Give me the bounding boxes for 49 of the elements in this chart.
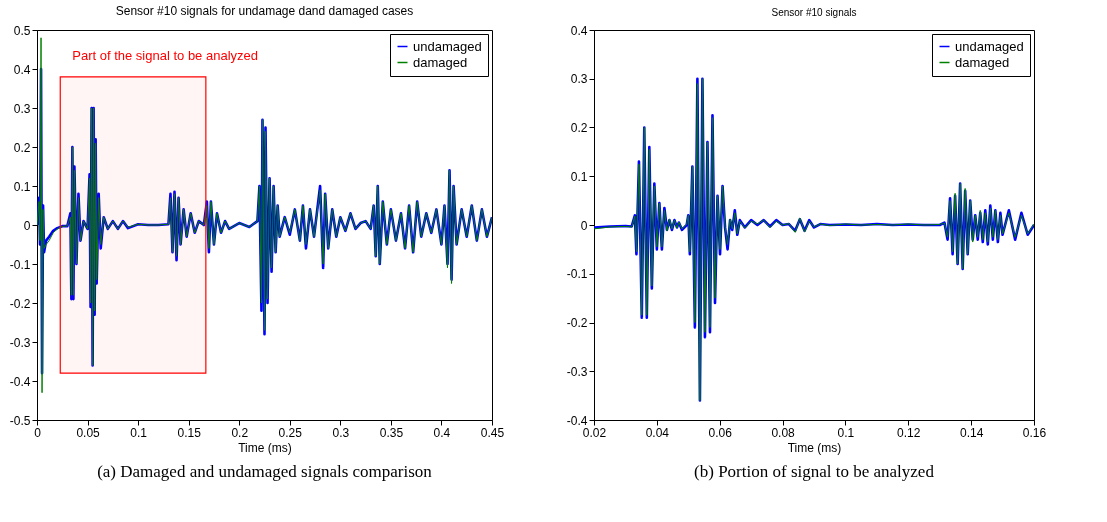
y-tick-label: 0 <box>580 218 588 233</box>
chart-title: Sensor #10 signals <box>771 7 857 18</box>
x-tick-label: 0.04 <box>645 425 670 440</box>
x-tick-label: 0.35 <box>379 425 404 440</box>
legend-label: undamaged <box>413 38 482 54</box>
y-tick-label: 0.2 <box>570 121 588 135</box>
x-tick-label: 0.06 <box>708 425 733 440</box>
y-tick-label: 0.5 <box>13 23 31 38</box>
y-tick-label: -0.3 <box>9 335 31 350</box>
y-tick-label: 0.4 <box>13 62 31 77</box>
x-tick-label: 0.4 <box>433 425 451 440</box>
y-tick-label: 0.3 <box>13 101 31 116</box>
y-tick-label: 0.4 <box>570 23 588 38</box>
y-tick-label: 0.3 <box>570 72 588 87</box>
y-tick-label: -0.4 <box>9 374 31 389</box>
y-tick-label: -0.5 <box>9 413 31 428</box>
y-tick-label: -0.3 <box>566 364 588 379</box>
y-tick-label: 0.2 <box>13 140 31 155</box>
x-tick-label: 0.15 <box>177 425 202 440</box>
x-tick-label: 0.08 <box>771 425 796 440</box>
y-tick-label: -0.2 <box>566 316 588 330</box>
x-axis-title: Time (ms) <box>787 440 842 455</box>
x-tick-label: 0.1 <box>837 425 855 440</box>
x-tick-label: 0.3 <box>332 425 350 440</box>
y-tick-label: -0.1 <box>9 257 31 272</box>
x-tick-label: 0.12 <box>897 425 921 440</box>
chart-title: Sensor #10 signals for undamage dand damaged cases <box>115 4 414 18</box>
legend-label: undamaged <box>955 38 1024 54</box>
y-tick-label: 0.1 <box>570 169 588 184</box>
legend-label: damaged <box>413 54 468 70</box>
x-tick-label: 0.14 <box>959 425 984 440</box>
band-label: Part of the signal to be analyzed <box>72 47 258 63</box>
text: (a) Damaged and undamaged signals comparison <box>97 462 433 481</box>
x-tick-label: 0.25 <box>278 425 303 440</box>
y-tick-label: -0.4 <box>566 413 588 428</box>
x-tick-label: 0.16 <box>1022 425 1047 440</box>
text: (b) Portion of signal to be analyzed <box>694 462 935 481</box>
y-tick-label: -0.2 <box>9 296 31 311</box>
x-tick-label: 0.1 <box>130 425 148 440</box>
x-tick-label: 0.2 <box>231 425 249 440</box>
x-axis-title: Time (ms) <box>238 440 292 455</box>
x-tick-label: 0.05 <box>76 425 101 440</box>
x-tick-label: 0.02 <box>582 425 607 440</box>
legend-label: damaged <box>955 54 1010 70</box>
x-tick-label: 0 <box>34 425 42 440</box>
y-tick-label: -0.1 <box>566 267 588 282</box>
y-tick-label: 0.1 <box>13 179 31 194</box>
x-tick-label: 0.45 <box>480 425 505 440</box>
y-tick-label: 0 <box>23 218 31 233</box>
